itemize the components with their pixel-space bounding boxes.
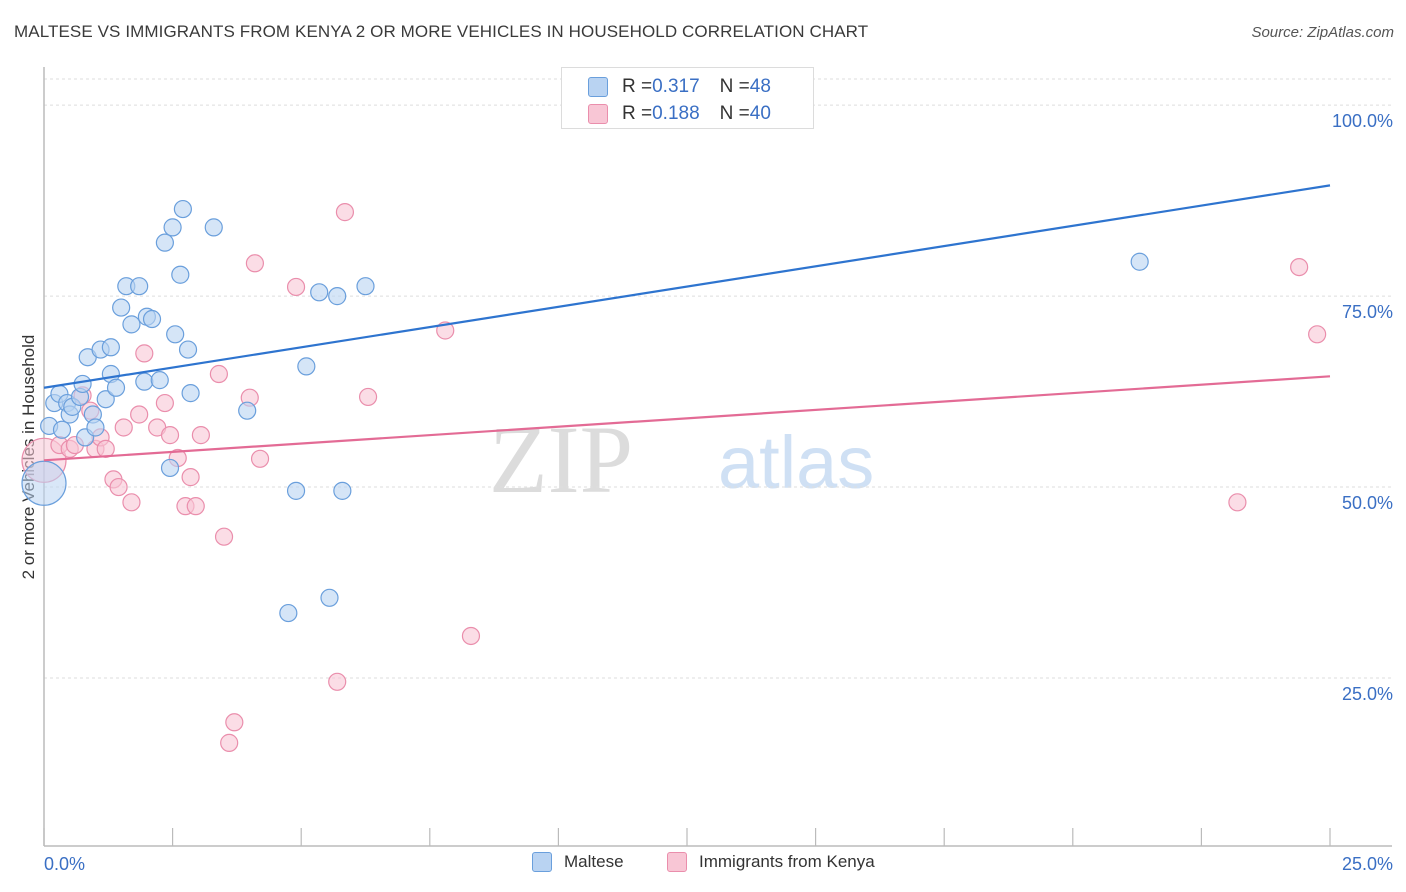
r-label: R =: [622, 76, 653, 97]
legend-label-maltese: Maltese: [564, 852, 624, 871]
maltese-point: [333, 481, 352, 500]
maltese-point: [204, 218, 223, 237]
maltese-point: [130, 277, 149, 296]
r-value: 0.317: [652, 76, 700, 97]
kenya-point: [109, 477, 128, 497]
maltese-trend-line: [43, 184, 1331, 389]
kenya-point: [220, 733, 239, 752]
kenya-point: [1228, 493, 1247, 512]
maltese-point: [279, 603, 298, 623]
maltese-point: [155, 233, 174, 252]
maltese-point: [286, 481, 306, 500]
maltese-point: [173, 199, 192, 219]
kenya-point: [209, 364, 228, 384]
maltese-point: [101, 338, 120, 357]
source-credit: Source: ZipAtlas.com: [1251, 24, 1394, 41]
tick-labels: 25.0% 50.0% 75.0% 100.0% 0.0% 25.0%: [44, 111, 1393, 874]
x-tick-label-min: 0.0%: [44, 854, 85, 874]
x-tick-label-max: 25.0%: [1342, 854, 1393, 874]
maltese-point: [238, 401, 257, 420]
maltese-swatch: [588, 77, 608, 97]
maltese-point: [1130, 252, 1149, 271]
stats-legend: R = 0.317 N = 48 R = 0.188 N = 40: [561, 67, 814, 129]
kenya-point: [181, 468, 200, 487]
chart-title: MALTESE VS IMMIGRANTS FROM KENYA 2 OR MO…: [14, 22, 869, 41]
maltese-point: [163, 218, 182, 237]
y-tick-label: 75.0%: [1342, 302, 1393, 322]
kenya-point: [335, 203, 355, 222]
watermark-zip: ZIP: [489, 406, 633, 513]
kenya-point: [191, 426, 210, 445]
legend-label-kenya: Immigrants from Kenya: [699, 852, 875, 871]
n-value: 48: [749, 76, 771, 97]
kenya-point: [461, 626, 481, 646]
kenya-point: [114, 418, 133, 437]
n-label: N =: [719, 76, 750, 97]
kenya-point: [328, 672, 347, 691]
maltese-point: [150, 371, 169, 390]
maltese-point: [21, 460, 67, 506]
maltese-points: [21, 88, 1149, 623]
maltese-point: [178, 340, 198, 359]
maltese-point: [356, 277, 375, 296]
kenya-point: [160, 426, 180, 445]
kenya-point: [135, 344, 154, 363]
maltese-point: [328, 287, 347, 306]
maltese-point: [112, 298, 131, 317]
series-legend: Maltese Immigrants from Kenya: [0, 852, 1406, 878]
n-label: N =: [719, 103, 750, 124]
r-label: R =: [622, 103, 653, 124]
maltese-point: [171, 265, 190, 284]
kenya-point: [130, 405, 149, 424]
kenya-point: [1308, 325, 1327, 344]
kenya-swatch: [588, 104, 608, 124]
kenya-point: [214, 527, 234, 546]
maltese-point: [86, 418, 105, 437]
maltese-point: [142, 309, 162, 329]
kenya-trend-line: [43, 375, 1331, 462]
maltese-point: [96, 390, 115, 409]
stats-row-maltese: R = 0.317 N = 48: [588, 76, 771, 98]
kenya-point: [122, 493, 141, 512]
maltese-point: [122, 315, 141, 334]
maltese-point: [166, 325, 185, 344]
maltese-point: [106, 378, 126, 397]
legend-item-maltese[interactable]: Maltese: [532, 852, 624, 872]
kenya-point: [250, 449, 270, 468]
r-value: 0.188: [652, 103, 700, 124]
maltese-point: [310, 283, 329, 302]
maltese-point: [181, 384, 200, 403]
legend-item-kenya[interactable]: Immigrants from Kenya: [667, 852, 875, 872]
stats-row-kenya: R = 0.188 N = 40: [588, 103, 771, 125]
n-value: 40: [749, 103, 771, 124]
kenya-point: [1290, 257, 1309, 277]
kenya-points: [21, 203, 1327, 752]
kenya-point: [286, 277, 306, 297]
watermark: ZIP atlas: [489, 406, 874, 513]
kenya-point: [358, 387, 378, 407]
kenya-point: [186, 497, 205, 516]
maltese-point: [73, 374, 92, 394]
y-tick-label: 50.0%: [1342, 493, 1393, 513]
trend-lines: [43, 184, 1331, 462]
maltese-point: [160, 458, 180, 478]
grid-lines: [44, 78, 1392, 679]
maltese-legend-swatch: [532, 852, 552, 872]
kenya-point: [155, 393, 174, 413]
y-tick-label: 100.0%: [1332, 111, 1393, 131]
maltese-point: [320, 588, 339, 607]
watermark-atlas: atlas: [718, 421, 874, 504]
kenya-legend-swatch: [667, 852, 687, 872]
kenya-point: [225, 713, 244, 732]
maltese-point: [52, 420, 72, 439]
maltese-point: [135, 372, 154, 391]
kenya-point: [245, 254, 265, 273]
y-tick-label: 25.0%: [1342, 684, 1393, 704]
maltese-point: [297, 357, 316, 376]
